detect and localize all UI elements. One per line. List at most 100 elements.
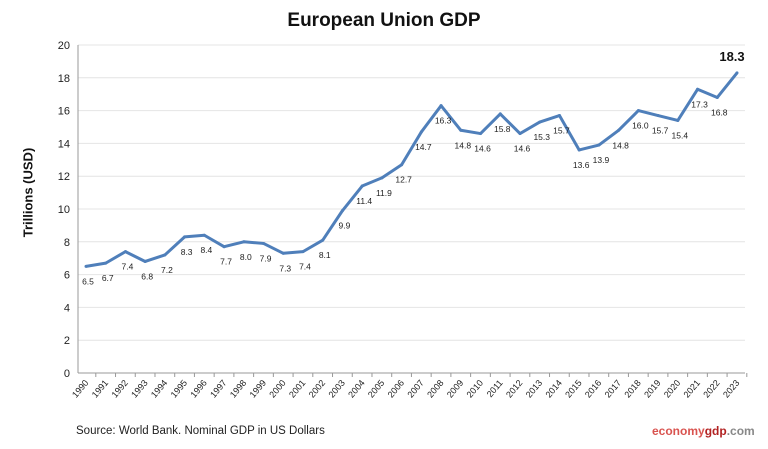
y-tick-label: 4 [64, 302, 70, 314]
y-tick-label: 14 [58, 138, 70, 150]
data-point [518, 132, 522, 136]
data-point [617, 128, 621, 132]
data-point [636, 109, 640, 113]
data-label: 7.4 [122, 262, 134, 272]
data-point [360, 184, 364, 188]
data-point [479, 132, 483, 136]
data-label: 17.3 [691, 99, 708, 109]
data-label: 14.8 [612, 140, 629, 150]
data-point [163, 253, 167, 257]
data-point [123, 250, 127, 254]
data-label: 13.9 [593, 155, 610, 165]
brand-part: .com [726, 424, 755, 438]
x-tick-label: 2015 [563, 378, 584, 400]
data-point [459, 128, 463, 132]
data-label: 18.3 [719, 49, 744, 64]
x-tick-label: 1994 [149, 378, 170, 400]
gdp-line [85, 71, 739, 268]
data-label: 14.8 [455, 140, 472, 150]
y-tick-label: 18 [58, 73, 70, 85]
data-point [498, 112, 502, 116]
data-label: 9.9 [339, 221, 351, 231]
x-tick-label: 2018 [622, 378, 643, 400]
data-label: 16.0 [632, 121, 649, 131]
x-tick-label: 2016 [583, 378, 604, 400]
x-tick-label: 1999 [248, 378, 269, 400]
data-point [202, 233, 206, 237]
brand-logo: economygdp.com [652, 424, 755, 438]
x-tick-label: 2008 [425, 378, 446, 400]
x-tick-label: 2012 [504, 378, 525, 400]
data-point [577, 148, 581, 152]
y-tick-label: 12 [58, 171, 70, 183]
data-label: 16.3 [435, 116, 452, 126]
data-point [676, 118, 680, 122]
x-tick-label: 2007 [405, 378, 426, 400]
data-label: 11.9 [376, 188, 392, 198]
data-label: 14.6 [514, 144, 531, 154]
y-tick-label: 0 [64, 368, 70, 380]
data-point [656, 114, 660, 118]
data-point [242, 240, 246, 244]
y-tick-label: 8 [64, 237, 70, 249]
data-point [715, 95, 719, 99]
data-label: 8.1 [319, 250, 331, 260]
data-point [281, 251, 285, 255]
data-label: 8.3 [181, 247, 193, 257]
data-label: 6.5 [82, 276, 94, 286]
x-tick-label: 1995 [169, 378, 190, 400]
x-tick-label: 1991 [90, 378, 111, 400]
x-tick-label: 2019 [642, 378, 663, 400]
x-tick-label: 2001 [287, 378, 308, 400]
x-tick-label: 2014 [543, 378, 564, 400]
data-label: 7.3 [279, 263, 291, 273]
x-tick-label: 2022 [701, 378, 722, 400]
data-label: 15.4 [672, 130, 689, 140]
x-tick-label: 1996 [188, 378, 209, 400]
data-point [557, 114, 561, 118]
data-label: 16.8 [711, 107, 728, 117]
brand-part: gdp [704, 424, 727, 438]
x-tick-label: 2000 [267, 378, 288, 400]
data-label: 14.6 [474, 144, 491, 154]
data-point [538, 120, 542, 124]
x-tick-label: 2017 [603, 378, 624, 400]
chart-title: European Union GDP [287, 10, 481, 31]
data-label: 7.7 [220, 257, 232, 267]
x-tick-label: 2013 [524, 378, 545, 400]
data-label: 15.7 [652, 126, 669, 136]
x-tick-label: 2021 [682, 378, 703, 400]
x-tick-label: 2005 [366, 378, 387, 400]
x-tick-label: 2002 [307, 378, 328, 400]
y-tick-label: 2 [64, 335, 70, 347]
data-label: 14.7 [415, 142, 432, 152]
data-label: 7.9 [260, 253, 272, 263]
x-tick-label: 2020 [662, 378, 683, 400]
x-tick-label: 1992 [109, 378, 130, 400]
x-tick-label: 2003 [326, 378, 347, 400]
source-note: Source: World Bank. Nominal GDP in US Do… [76, 425, 325, 437]
data-point [439, 104, 443, 108]
data-point [735, 71, 739, 75]
x-tick-label: 2006 [386, 378, 407, 400]
data-point [183, 235, 187, 239]
data-point [696, 87, 700, 91]
data-label: 8.4 [200, 245, 212, 255]
data-point [597, 143, 601, 147]
data-point [321, 238, 325, 242]
x-tick-label: 2004 [346, 378, 367, 400]
data-label: 15.8 [494, 124, 511, 134]
data-point [143, 259, 147, 263]
data-point [262, 241, 266, 245]
data-label: 8.0 [240, 252, 252, 262]
y-tick-label: 16 [58, 106, 70, 118]
x-tick-label: 1990 [70, 378, 91, 400]
data-label: 6.7 [102, 273, 114, 283]
data-point [222, 245, 226, 249]
data-label: 15.3 [533, 132, 550, 142]
data-label: 7.4 [299, 262, 311, 272]
data-label: 7.2 [161, 265, 173, 275]
data-point [301, 250, 305, 254]
data-point [84, 264, 88, 268]
